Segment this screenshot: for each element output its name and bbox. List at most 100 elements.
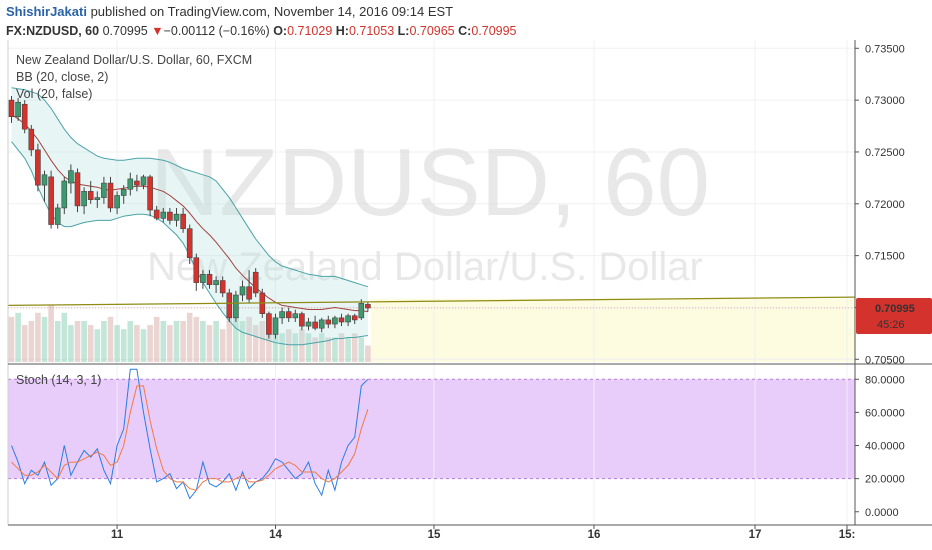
price-tick-label: 0.73500	[865, 43, 905, 55]
volume-bar	[213, 321, 219, 362]
candle-body	[173, 213, 180, 221]
stoch-tick-label: 60.0000	[865, 407, 905, 419]
candle	[332, 315, 338, 329]
volume-bars	[8, 304, 371, 362]
time-tick-label: 15:	[839, 529, 856, 541]
legend-title[interactable]: New Zealand Dollar/U.S. Dollar, 60, FXCM	[16, 53, 252, 67]
candle	[28, 125, 35, 157]
high-label: H:	[335, 24, 349, 38]
time-axis[interactable]: 11 14 15 16 17 15:	[111, 525, 855, 541]
volume-bar	[365, 345, 371, 362]
candle-body	[8, 99, 15, 118]
candle	[305, 317, 312, 331]
volume-bar	[239, 321, 246, 362]
watermark-description: New Zealand Dollar/U.S. Dollar	[147, 245, 703, 289]
legend-stoch[interactable]: Stoch (14, 3, 1)	[16, 373, 101, 387]
legend-vol[interactable]: Vol (20, false)	[16, 87, 92, 101]
candle	[213, 276, 219, 293]
candle	[54, 203, 61, 229]
candle	[246, 270, 252, 304]
candle	[285, 307, 292, 322]
volume-bar	[15, 312, 21, 362]
trendline	[7, 296, 856, 307]
volume-bar	[140, 329, 147, 362]
candle-body	[219, 280, 226, 294]
symbol-label[interactable]: FX:NZDUSD, 60	[6, 24, 100, 38]
candle-body	[233, 294, 239, 319]
volume-bar	[101, 321, 107, 362]
candle-body	[239, 286, 246, 296]
candle	[153, 205, 160, 221]
candle	[312, 315, 318, 331]
volume-bar	[259, 321, 266, 362]
legend-bb[interactable]: BB (20, close, 2)	[16, 70, 108, 84]
candle-body	[120, 188, 127, 196]
candle	[292, 309, 299, 322]
candle	[219, 276, 226, 298]
volume-bar	[180, 321, 186, 362]
candle	[226, 288, 233, 322]
candle	[279, 307, 285, 325]
volume-bar	[233, 312, 239, 362]
candle	[160, 207, 167, 223]
candle	[358, 299, 365, 320]
time-tick-label: 14	[269, 529, 282, 541]
candle	[21, 100, 28, 134]
candle-body	[285, 311, 292, 319]
low-label: L:	[397, 24, 410, 38]
candle-body	[94, 197, 101, 200]
close-label: C:	[458, 24, 472, 38]
author-link[interactable]: ShishirJakati	[6, 4, 87, 19]
chart-canvas[interactable]: NZDUSD, 60 New Zealand Dollar/U.S. Dolla…	[0, 40, 932, 550]
candle	[134, 174, 140, 192]
volume-bar	[120, 329, 127, 362]
candle	[35, 143, 41, 192]
volume-bar	[285, 329, 292, 362]
volume-bar	[272, 329, 279, 362]
volume-bar	[81, 321, 87, 362]
candle-body	[213, 280, 219, 285]
candle	[173, 207, 180, 227]
price-badge-value: 0.70995	[875, 303, 915, 315]
candle	[61, 176, 68, 215]
price-tick-label: 0.70500	[865, 354, 905, 366]
trendline-group[interactable]	[7, 296, 856, 309]
volume-bar	[134, 325, 140, 362]
candle	[186, 224, 193, 264]
last-price: 0.70995	[102, 24, 148, 38]
candle	[266, 311, 272, 339]
volume-bar	[305, 333, 312, 362]
candle-body	[167, 211, 173, 221]
bb-upper	[11, 87, 369, 288]
candle	[167, 207, 173, 225]
candle	[351, 313, 358, 325]
candle-body	[332, 317, 338, 325]
candle	[114, 191, 120, 215]
stoch-band	[8, 379, 855, 479]
stoch-axis[interactable]: 80.0000 60.0000 40.0000 20.0000 0.0000	[855, 374, 905, 519]
open-value: 0.71029	[287, 24, 333, 38]
volume-bar	[246, 316, 252, 362]
candle-body	[226, 292, 233, 319]
price-badge-bg	[856, 297, 932, 334]
volume-bar	[206, 325, 213, 362]
price-tick-label: 0.71500	[865, 251, 905, 263]
high-value: 0.71053	[348, 24, 395, 38]
volume-bar	[200, 321, 206, 362]
candle	[206, 270, 213, 289]
candle-body	[114, 195, 120, 209]
candle	[94, 191, 101, 208]
stoch-tick-label: 0.0000	[865, 507, 899, 519]
candle	[68, 164, 74, 194]
candle-body	[140, 176, 147, 186]
candle	[48, 170, 54, 229]
volume-bar	[127, 321, 134, 362]
volume-bar	[114, 325, 120, 362]
volume-bar	[160, 321, 167, 362]
volume-bar	[252, 325, 259, 362]
candle-body	[134, 180, 140, 186]
open-label: O:	[273, 24, 288, 38]
candle	[239, 280, 246, 302]
candle	[127, 172, 134, 196]
chart-header: ShishirJakati published on TradingView.c…	[0, 0, 932, 48]
